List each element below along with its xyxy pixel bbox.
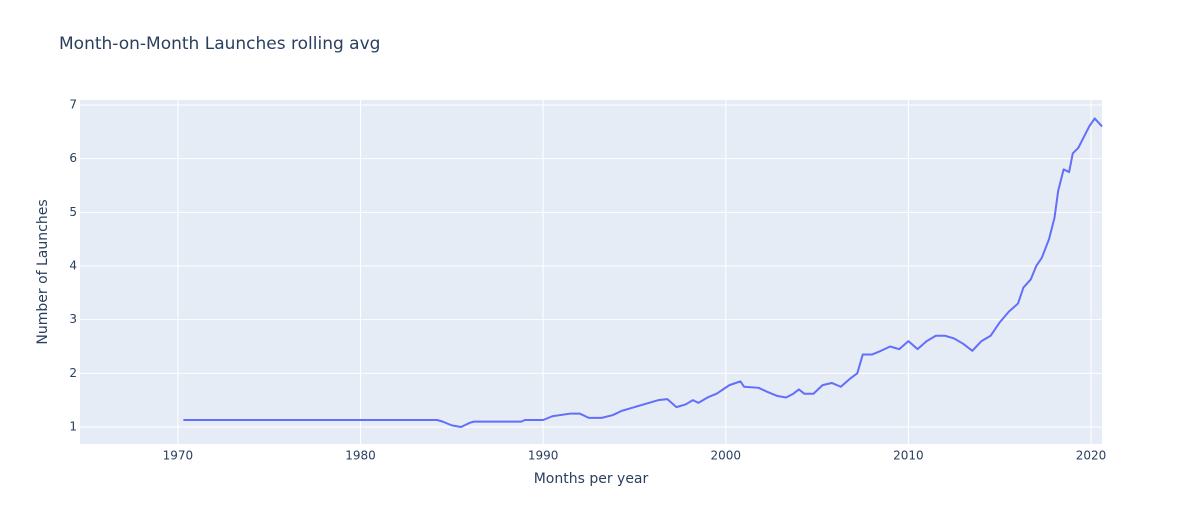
x-tick-label: 2010 — [893, 449, 924, 463]
y-tick-label: 5 — [69, 205, 77, 219]
x-axis-title: Months per year — [534, 471, 649, 487]
line-series — [183, 117, 1103, 428]
y-tick-label: 6 — [69, 151, 77, 165]
plot-area — [80, 100, 1102, 444]
y-tick-label: 2 — [69, 366, 77, 380]
x-tick-label: 2000 — [711, 449, 742, 463]
x-tick-label: 1990 — [528, 449, 559, 463]
x-tick-label: 1980 — [345, 449, 376, 463]
y-axis-title: Number of Launches — [35, 199, 51, 344]
y-tick-label: 1 — [69, 419, 77, 433]
chart-title: Month-on-Month Launches rolling avg — [59, 34, 380, 54]
y-tick-label: 3 — [69, 312, 77, 326]
y-tick-label: 4 — [69, 258, 77, 272]
x-tick-label: 2020 — [1076, 449, 1107, 463]
y-tick-label: 7 — [69, 97, 77, 111]
x-tick-label: 1970 — [163, 449, 194, 463]
